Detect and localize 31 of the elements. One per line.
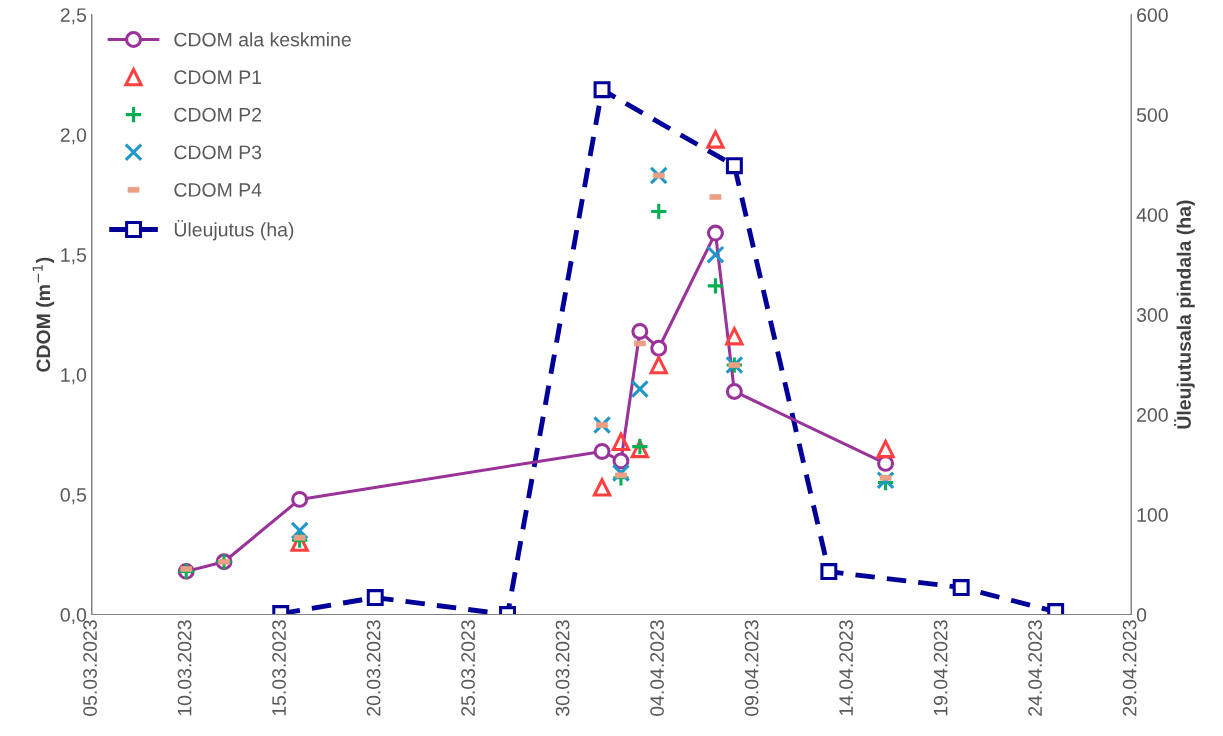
legend-label: CDOM P3 xyxy=(174,145,262,160)
legend-label: CDOM ala keskmine xyxy=(174,32,351,47)
y2-tick-label: 500 xyxy=(1136,108,1168,122)
y2-tick-label: 0 xyxy=(1136,608,1147,622)
x-tick-label: 04.04.2023 xyxy=(650,620,664,716)
x-tick-label: 20.03.2023 xyxy=(366,620,381,716)
y-tick-label: 2,5 xyxy=(60,8,87,25)
legend-label: CDOM P1 xyxy=(174,70,262,85)
legend-label: CDOM P2 xyxy=(174,107,262,122)
x-tick-label: 24.04.2023 xyxy=(1028,620,1042,716)
x-tick-label: 10.03.2023 xyxy=(177,620,192,716)
x-tick-label: 15.03.2023 xyxy=(272,620,286,716)
y2-tick-label: 600 xyxy=(1137,8,1168,22)
x-tick-label: 19.04.2023 xyxy=(933,620,948,716)
y-tick-label: 0,5 xyxy=(60,488,87,505)
y2-tick-label: 400 xyxy=(1136,208,1168,222)
y-tick-label: 1,5 xyxy=(61,248,87,265)
y2-tick-label: 200 xyxy=(1137,408,1168,422)
y2-tick-label: 300 xyxy=(1136,308,1168,322)
y-axis-title: CDOM (m$^{−1}$) xyxy=(32,257,55,372)
x-tick-label: 09.04.2023 xyxy=(744,620,759,716)
y-tick-label: 2,0 xyxy=(60,128,87,145)
x-tick-label: 29.04.2023 xyxy=(1122,620,1137,716)
x-tick-label: 25.03.2023 xyxy=(461,620,475,716)
y-tick-label: 1,0 xyxy=(61,368,87,385)
y2-axis-title: Üleujutusala pindala (ha) xyxy=(1174,200,1195,429)
x-tick-label: 14.04.2023 xyxy=(839,620,853,716)
legend-label: Üleujutus (ha) xyxy=(174,220,294,241)
x-tick-label: 30.03.2023 xyxy=(555,620,570,716)
y2-tick-label: 100 xyxy=(1137,508,1168,522)
legend-label: CDOM P4 xyxy=(174,183,262,197)
